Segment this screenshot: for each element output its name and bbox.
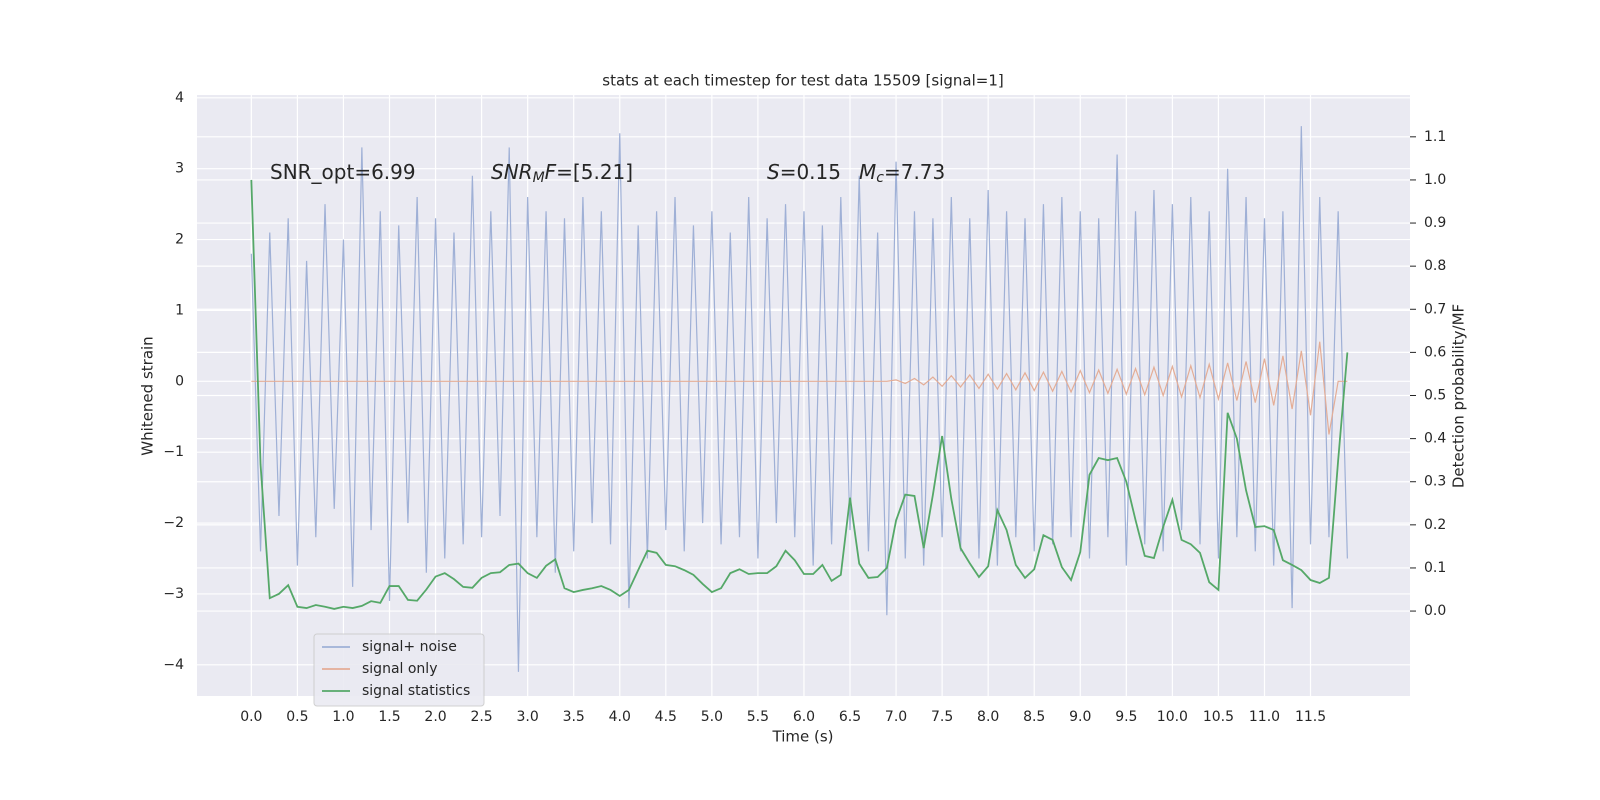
x-tick-label: 10.5 (1203, 709, 1234, 725)
annotation-part: =7.73 (884, 160, 945, 184)
annotation: SNR_opt=6.99 (270, 160, 416, 184)
y-tick-label: −2 (163, 515, 184, 531)
x-tick-label: 6.0 (793, 709, 815, 725)
annotation-part: =[5.21] (556, 160, 633, 184)
y2-tick-label: 0.7 (1424, 301, 1446, 317)
legend: signal+ noise signal only signal statistic… (313, 633, 485, 707)
y2-tick-label: 0.1 (1424, 560, 1446, 576)
x-tick-label: 0.0 (240, 709, 262, 725)
legend-box (313, 633, 485, 707)
chart-title: stats at each timestep for test data 155… (602, 72, 1003, 90)
annotation-part: c (876, 170, 884, 186)
annotation-part: SNR_opt=6.99 (270, 160, 416, 184)
x-tick-label: 7.5 (931, 709, 953, 725)
x-tick-label: 2.0 (424, 709, 446, 725)
series-line (250, 179, 1349, 610)
x-tick-label: 3.5 (563, 709, 585, 725)
y-tick-label: 3 (175, 161, 184, 177)
y-tick-label: −4 (163, 657, 184, 673)
y-tick-label: −1 (163, 444, 184, 460)
x-tick-label: 7.0 (885, 709, 907, 725)
x-tick-label: 11.0 (1249, 709, 1280, 725)
x-tick-label: 9.5 (1115, 709, 1137, 725)
annotation: SNRMF=[5.21] (491, 160, 633, 187)
x-tick-label: 5.5 (747, 709, 769, 725)
legend-label: signal only (362, 661, 437, 677)
series-line (251, 341, 1348, 435)
legend-label: signal statistics (362, 683, 470, 699)
y-tick-label: 4 (175, 90, 184, 106)
x-axis-label: Time (s) (772, 728, 834, 746)
annotation-part: M (859, 160, 876, 184)
annotation: Mc=7.73 (859, 160, 945, 187)
y-tick-label: 0 (175, 373, 184, 389)
x-tick-label: 0.5 (286, 709, 308, 725)
legend-label: signal+ noise (362, 639, 457, 655)
x-tick-label: 6.5 (839, 709, 861, 725)
x-tick-label: 1.5 (378, 709, 400, 725)
x-tick-label: 9.0 (1069, 709, 1091, 725)
x-tick-label: 8.0 (977, 709, 999, 725)
y-tick-label: 1 (175, 302, 184, 318)
y2-tick-label: 0.2 (1424, 517, 1446, 533)
annotation-part: F (545, 160, 557, 184)
annotation-part: M (533, 170, 545, 186)
y2-tick-label: 1.0 (1424, 172, 1446, 188)
x-tick-label: 5.0 (701, 709, 723, 725)
y2-tick-label: 1.1 (1424, 129, 1446, 145)
y-axis-label: Whitened strain (139, 336, 157, 455)
x-tick-label: 11.5 (1295, 709, 1326, 725)
y2-tick-label: 0.8 (1424, 258, 1446, 274)
x-tick-label: 4.5 (655, 709, 677, 725)
y2-tick-label: 0.6 (1424, 344, 1446, 360)
y2-axis-label: Detection probability/MF (1450, 304, 1468, 488)
y2-tick-label: 0.0 (1424, 603, 1446, 619)
x-tick-label: 2.5 (470, 709, 492, 725)
x-tick-label: 10.0 (1157, 709, 1188, 725)
x-tick-label: 4.0 (609, 709, 631, 725)
annotation-part: S (767, 160, 780, 184)
x-tick-label: 1.0 (332, 709, 354, 725)
y-tick-label: −3 (163, 586, 184, 602)
y2-tick-label: 0.9 (1424, 215, 1446, 231)
series-line (250, 126, 1348, 672)
x-tick-label: 8.5 (1023, 709, 1045, 725)
annotation-part: =0.15 (780, 160, 841, 184)
y2-tick-label: 0.4 (1424, 431, 1446, 447)
y-tick-label: 2 (175, 232, 184, 248)
marks (250, 126, 1349, 672)
y2-tick-label: 0.5 (1424, 388, 1446, 404)
annotation-part: SNR (491, 160, 533, 184)
y2-tick-label: 0.3 (1424, 474, 1446, 490)
x-tick-label: 3.0 (517, 709, 539, 725)
annotation: S=0.15 (767, 160, 841, 184)
ticks: 0.0 0.5 1.0 1.5 2.0 2.5 3.0 3.5 4.0 4.5 5.0 5.5 6.0 6… (163, 90, 1446, 725)
